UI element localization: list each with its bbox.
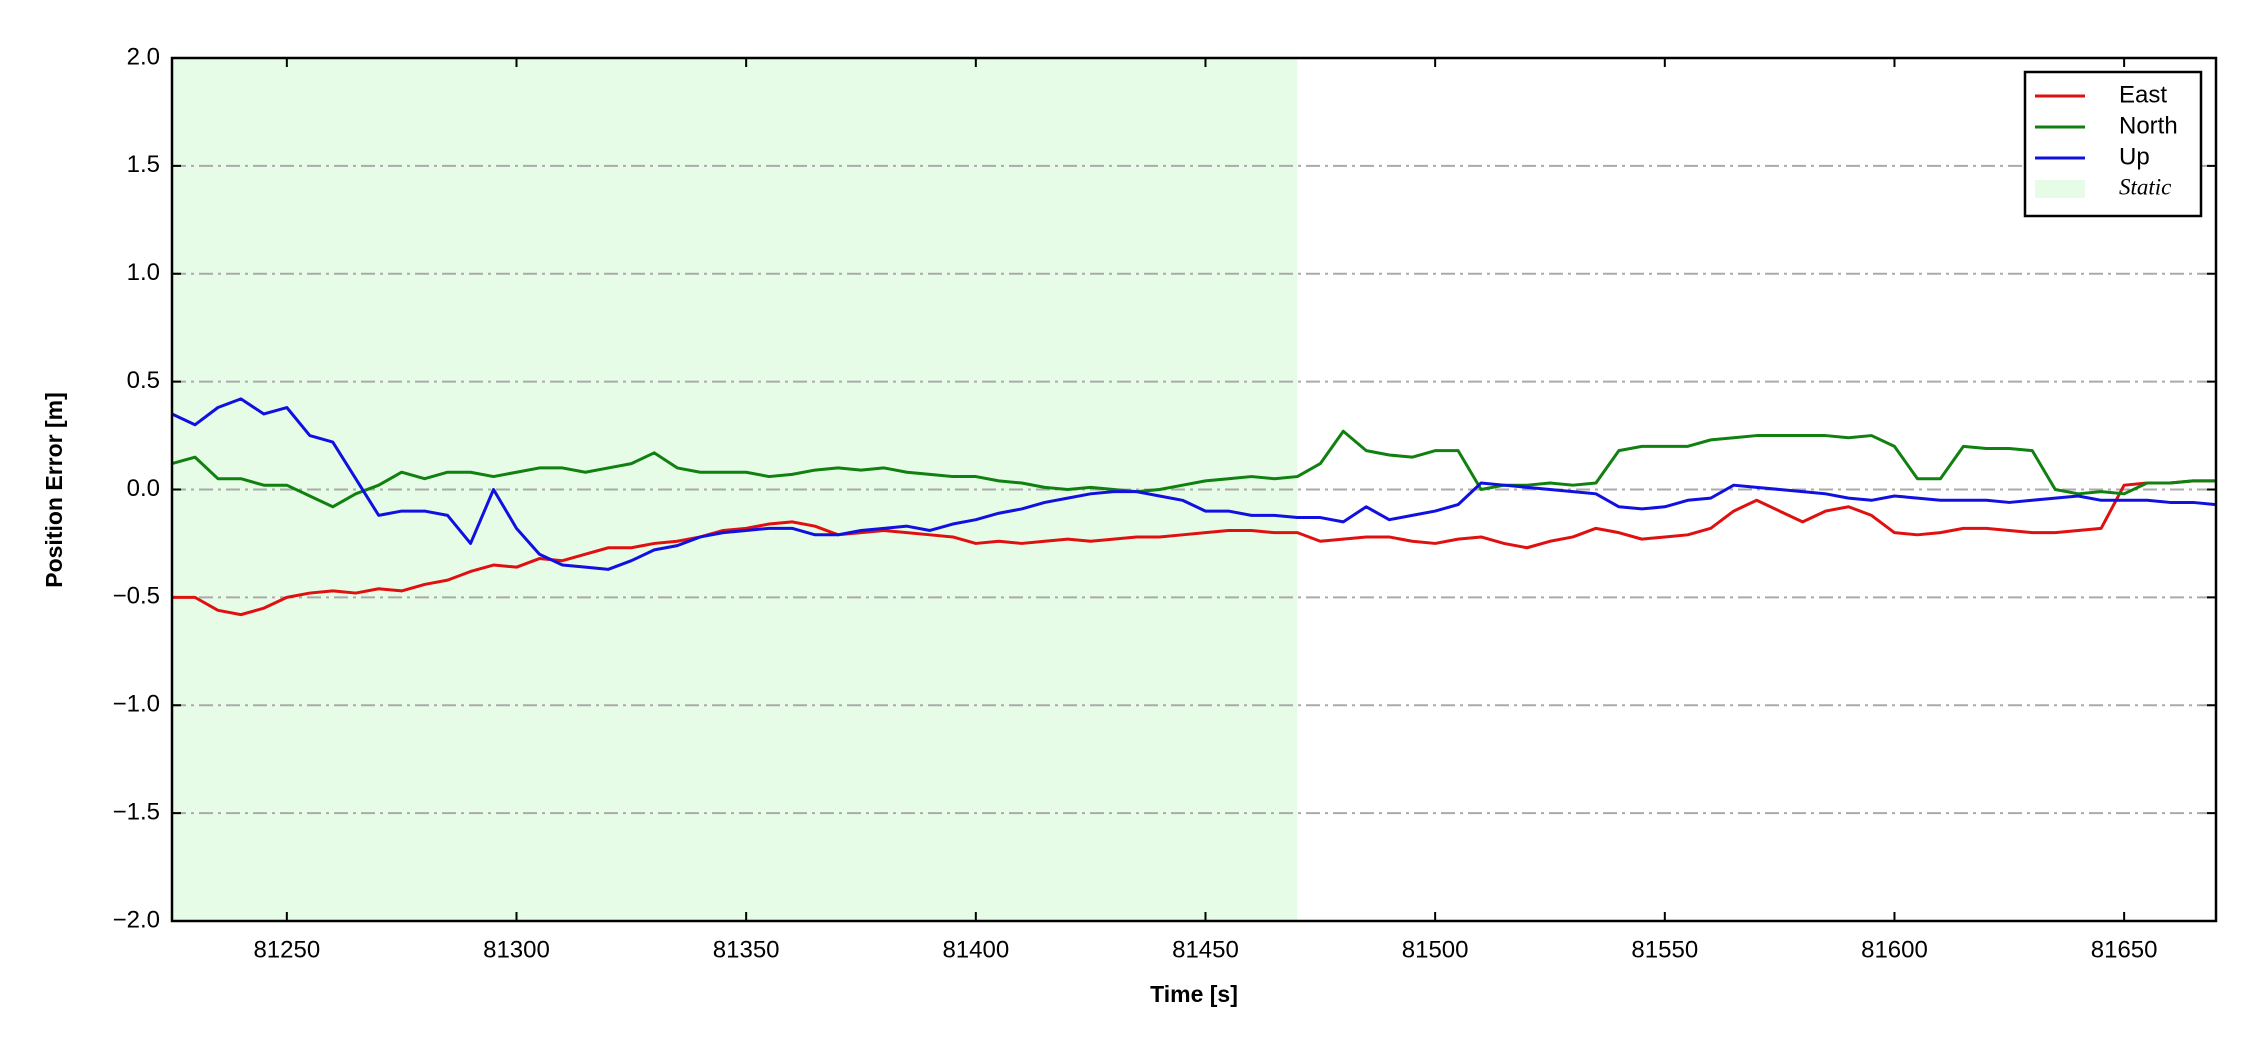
legend-swatch bbox=[2035, 180, 2085, 198]
legend-label: Up bbox=[2119, 143, 2150, 170]
x-tick-label: 81300 bbox=[483, 936, 550, 963]
series-line bbox=[171, 429, 2216, 509]
y-tick-label: 0.0 bbox=[127, 475, 160, 502]
y-tick-label: 2.0 bbox=[127, 43, 160, 70]
x-tick-label: 81550 bbox=[1631, 936, 1698, 963]
y-axis-label: Position Error [m] bbox=[41, 392, 67, 588]
x-tick-label: 81400 bbox=[942, 936, 1009, 963]
legend-label: Static bbox=[2119, 174, 2171, 199]
y-tick-label: −1.5 bbox=[113, 798, 160, 825]
y-tick-label: −2.0 bbox=[113, 906, 160, 933]
x-tick-label: 81250 bbox=[253, 936, 320, 963]
x-tick-label: 81650 bbox=[2091, 936, 2158, 963]
y-tick-label: −0.5 bbox=[113, 583, 160, 610]
y-tick-label: 1.0 bbox=[127, 259, 160, 286]
y-tick-label: 1.5 bbox=[127, 151, 160, 178]
y-tick-label: −1.0 bbox=[113, 691, 160, 718]
x-tick-label: 81500 bbox=[1402, 936, 1469, 963]
series-line bbox=[171, 397, 2217, 571]
x-tick-label: 81600 bbox=[1861, 936, 1928, 963]
legend-label: North bbox=[2119, 112, 2178, 139]
x-tick-label: 81350 bbox=[713, 936, 780, 963]
x-tick-label: 81450 bbox=[1172, 936, 1239, 963]
y-tick-label: 0.5 bbox=[127, 367, 160, 394]
legend-label: East bbox=[2119, 81, 2167, 108]
x-axis-label: Time [s] bbox=[1150, 981, 1238, 1007]
series-line bbox=[172, 479, 2216, 617]
plot-frame bbox=[170, 56, 2218, 923]
